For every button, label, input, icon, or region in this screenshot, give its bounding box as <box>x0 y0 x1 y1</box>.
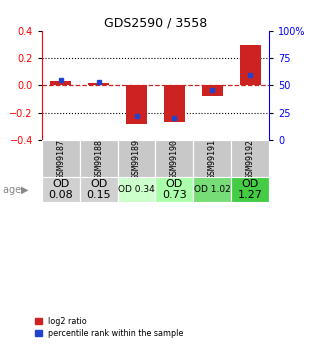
Text: GSM99187: GSM99187 <box>56 139 65 179</box>
Text: GSM99191: GSM99191 <box>208 139 217 179</box>
Legend: log2 ratio, percentile rank within the sample: log2 ratio, percentile rank within the s… <box>35 317 183 337</box>
Text: GSM99189: GSM99189 <box>132 139 141 179</box>
Text: GSM99188: GSM99188 <box>94 139 103 179</box>
Bar <box>126 86 147 124</box>
Text: OD
0.15: OD 0.15 <box>86 179 111 200</box>
Bar <box>231 140 269 177</box>
Bar <box>80 140 118 177</box>
Text: ▶: ▶ <box>21 185 29 195</box>
Bar <box>42 177 80 202</box>
Bar <box>240 45 261 86</box>
Bar <box>193 140 231 177</box>
Bar <box>193 177 231 202</box>
Bar <box>118 177 156 202</box>
Bar <box>42 140 80 177</box>
Bar <box>88 83 109 86</box>
Bar <box>118 140 156 177</box>
Title: GDS2590 / 3558: GDS2590 / 3558 <box>104 17 207 30</box>
Bar <box>164 86 185 122</box>
Text: age: age <box>3 185 24 195</box>
Bar <box>231 177 269 202</box>
Text: GSM99190: GSM99190 <box>170 139 179 179</box>
Text: GSM99192: GSM99192 <box>246 139 255 179</box>
Bar <box>156 140 193 177</box>
Text: OD
0.73: OD 0.73 <box>162 179 187 200</box>
Bar <box>50 81 71 86</box>
Text: OD 1.02: OD 1.02 <box>194 185 231 194</box>
Bar <box>80 177 118 202</box>
Text: OD
0.08: OD 0.08 <box>49 179 73 200</box>
Text: OD 0.34: OD 0.34 <box>118 185 155 194</box>
Bar <box>202 86 223 96</box>
Bar <box>156 177 193 202</box>
Text: OD
1.27: OD 1.27 <box>238 179 262 200</box>
